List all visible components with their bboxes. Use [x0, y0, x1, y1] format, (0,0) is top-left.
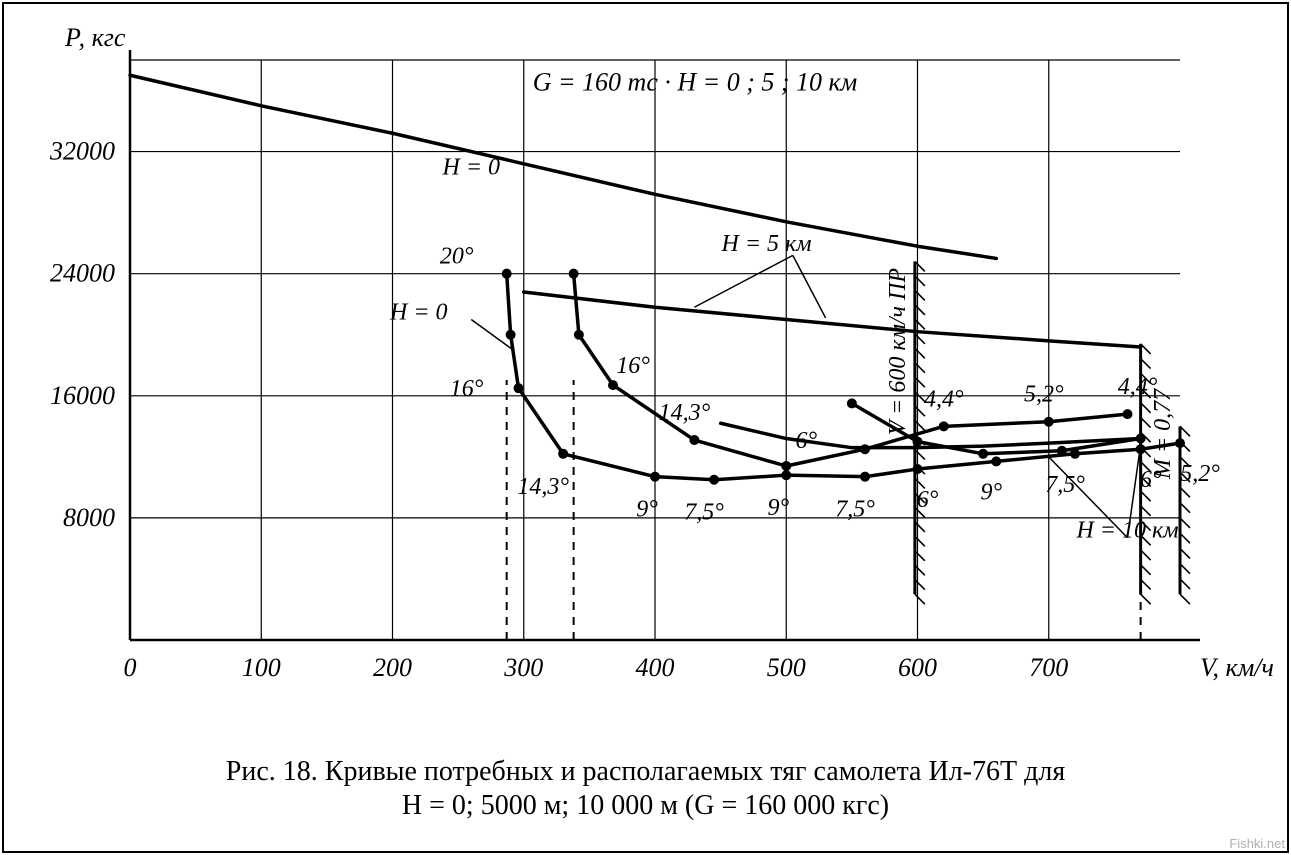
- svg-text:300: 300: [503, 653, 543, 682]
- svg-text:Р, кгс: Р, кгс: [64, 23, 126, 52]
- svg-text:V, км/ч: V, км/ч: [1200, 653, 1274, 682]
- svg-text:7,5°: 7,5°: [684, 500, 724, 526]
- watermark: Fishki.net: [1229, 836, 1285, 851]
- svg-text:16000: 16000: [50, 381, 115, 410]
- svg-text:4,4°: 4,4°: [924, 386, 964, 412]
- svg-text:H = 5 км: H = 5 км: [721, 231, 812, 257]
- svg-text:M = 0,77: M = 0,77: [1150, 388, 1176, 480]
- svg-text:7,5°: 7,5°: [835, 497, 875, 523]
- svg-text:700: 700: [1029, 653, 1068, 682]
- svg-text:400: 400: [636, 653, 675, 682]
- svg-text:H = 0: H = 0: [441, 154, 500, 180]
- svg-text:16°: 16°: [450, 376, 484, 402]
- svg-text:500: 500: [767, 653, 806, 682]
- svg-text:16°: 16°: [616, 353, 650, 379]
- svg-text:9°: 9°: [980, 479, 1002, 505]
- svg-text:24000: 24000: [50, 259, 115, 288]
- svg-text:Рис. 18. Кривые потребных и ра: Рис. 18. Кривые потребных и располагаемы…: [226, 756, 1066, 787]
- figure-page: { "meta": { "watermark": "Fishki.net" },…: [0, 0, 1291, 855]
- svg-text:5,2°: 5,2°: [1024, 382, 1064, 408]
- svg-text:6°: 6°: [795, 428, 817, 454]
- svg-text:5,2°: 5,2°: [1180, 461, 1220, 487]
- svg-text:6°: 6°: [1140, 467, 1162, 493]
- svg-text:600: 600: [898, 653, 937, 682]
- svg-text:100: 100: [242, 653, 281, 682]
- svg-text:200: 200: [373, 653, 412, 682]
- svg-text:7,5°: 7,5°: [1045, 472, 1085, 498]
- svg-text:4,4°: 4,4°: [1118, 374, 1158, 400]
- thrust-chart: 8000 16000 24000 32000 0 100 200 300 400 500 600 70…: [0, 0, 1291, 855]
- svg-text:6°: 6°: [917, 487, 939, 513]
- svg-text:9°: 9°: [767, 495, 789, 521]
- svg-text:H = 0; 5000 м; 10 000 м (G = 1: H = 0; 5000 м; 10 000 м (G = 160 000 кгс…: [402, 790, 889, 821]
- svg-text:14,3°: 14,3°: [659, 400, 711, 426]
- svg-text:G = 160 mс · H = 0 ; 5 ; 10 км: G = 160 mс · H = 0 ; 5 ; 10 км: [533, 68, 858, 97]
- svg-text:H = 10 км: H = 10 км: [1075, 518, 1178, 544]
- svg-text:H = 0: H = 0: [389, 299, 448, 325]
- svg-text:8000: 8000: [63, 503, 115, 532]
- svg-text:0: 0: [124, 653, 137, 682]
- svg-text:20°: 20°: [440, 244, 474, 270]
- svg-text:14,3°: 14,3°: [517, 474, 569, 500]
- svg-text:9°: 9°: [636, 497, 658, 523]
- svg-text:V = 600 км/ч ПР: V = 600 км/ч ПР: [885, 268, 911, 435]
- svg-text:32000: 32000: [49, 137, 115, 166]
